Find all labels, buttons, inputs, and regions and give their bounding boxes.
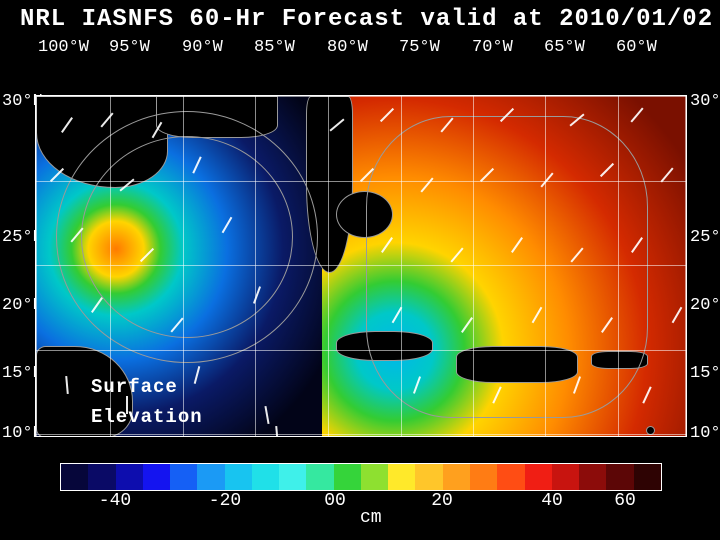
colorbar-swatch-15: [470, 464, 497, 490]
colorbar-swatch-14: [443, 464, 470, 490]
grid-line-h-4: [36, 434, 686, 435]
right-axis-label-3: 15°N: [690, 364, 720, 383]
right-axis-label-0: 30°N: [690, 92, 720, 111]
page-title: NRL IASNFS 60-Hr Forecast valid at 2010/…: [20, 6, 720, 33]
colorbar-swatch-7: [252, 464, 279, 490]
top-axis-label-3: 85°W: [254, 38, 295, 57]
right-axis-label-4: 10°N: [690, 424, 720, 443]
colorbar-swatch-8: [279, 464, 306, 490]
right-axis-label-2: 20°N: [690, 296, 720, 315]
colorbar-swatch-0: [61, 464, 88, 490]
colorbar-swatch-4: [170, 464, 197, 490]
colorbar-swatch-3: [143, 464, 170, 490]
top-axis-label-4: 80°W: [327, 38, 368, 57]
top-axis-label-0: 100°W: [38, 38, 89, 57]
colorbar-swatch-20: [606, 464, 633, 490]
colorbar-tick-2: 00: [324, 491, 346, 511]
top-axis-label-6: 70°W: [472, 38, 513, 57]
colorbar-swatch-6: [225, 464, 252, 490]
surface-elevation-label-line2: Elevation: [91, 406, 203, 428]
top-axis-label-1: 95°W: [109, 38, 150, 57]
top-axis-label-7: 65°W: [544, 38, 585, 57]
colorbar-tick-5: 60: [614, 491, 636, 511]
grid-line-v-5: [401, 96, 402, 436]
grid-line-h-0: [36, 96, 686, 97]
colorbar-swatch-5: [197, 464, 224, 490]
colorbar-swatch-12: [388, 464, 415, 490]
colorbar-swatch-1: [88, 464, 115, 490]
top-axis-label-5: 75°W: [399, 38, 440, 57]
grid-line-v-4: [328, 96, 329, 436]
grid-line-h-2: [36, 265, 686, 266]
right-axis-label-1: 25°N: [690, 228, 720, 247]
colorbar-swatch-11: [361, 464, 388, 490]
colorbar[interactable]: [60, 463, 662, 491]
top-axis-label-8: 60°W: [616, 38, 657, 57]
colorbar-tick-4: 40: [541, 491, 563, 511]
forecast-map[interactable]: Surface Elevation: [35, 95, 687, 437]
anomaly-contour-east: [366, 116, 648, 418]
colorbar-swatch-21: [634, 464, 661, 490]
colorbar-swatch-16: [497, 464, 524, 490]
grid-line-v-7: [545, 96, 546, 436]
grid-line-v-0: [36, 96, 37, 436]
colorbar-swatch-13: [415, 464, 442, 490]
grid-line-h-3: [36, 350, 686, 351]
grid-line-v-6: [473, 96, 474, 436]
colorbar-swatch-2: [116, 464, 143, 490]
colorbar-swatch-10: [334, 464, 361, 490]
colorbar-tick-1: -20: [209, 491, 241, 511]
forecast-map-window: NRL IASNFS 60-Hr Forecast valid at 2010/…: [0, 0, 720, 540]
colorbar-swatch-9: [306, 464, 333, 490]
grid-line-v-3: [255, 96, 256, 436]
anomaly-contour-middle: [81, 136, 293, 338]
colorbar-tick-0: -40: [99, 491, 131, 511]
colorbar-tick-3: 20: [431, 491, 453, 511]
colorbar-section: -40 -20 00 20 40 60: [60, 463, 660, 511]
grid-line-v-8: [618, 96, 619, 436]
top-axis-label-2: 90°W: [182, 38, 223, 57]
colorbar-unit-label: cm: [360, 508, 382, 528]
colorbar-swatch-17: [525, 464, 552, 490]
grid-line-v-9: [685, 96, 686, 436]
surface-elevation-label-line1: Surface: [91, 376, 178, 398]
grid-line-v-2: [183, 96, 184, 436]
colorbar-swatch-19: [579, 464, 606, 490]
colorbar-swatch-18: [552, 464, 579, 490]
